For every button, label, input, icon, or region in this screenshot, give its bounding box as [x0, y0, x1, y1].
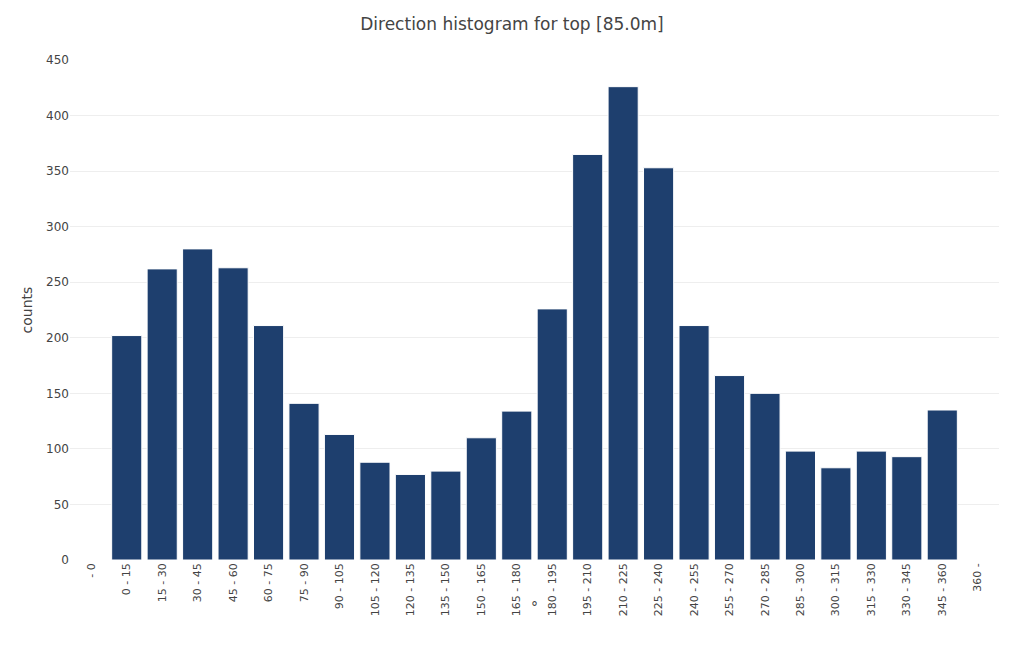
svg-text:50: 50 — [54, 498, 69, 512]
svg-text:345 - 360: 345 - 360 — [936, 563, 949, 616]
svg-text:Direction histogram for top [8: Direction histogram for top [85.0m] — [360, 14, 664, 34]
svg-text:90 - 105: 90 - 105 — [333, 563, 346, 609]
svg-text:- 0: - 0 — [85, 563, 98, 577]
svg-text:75 - 90: 75 - 90 — [298, 563, 311, 602]
svg-text:250: 250 — [46, 275, 69, 289]
svg-text:120 - 135: 120 - 135 — [404, 563, 417, 616]
svg-text:285 - 300: 285 - 300 — [794, 563, 807, 616]
svg-text:150: 150 — [46, 387, 69, 401]
svg-text:210 - 225: 210 - 225 — [617, 563, 630, 616]
svg-text:165 - 180: 165 - 180 — [510, 563, 523, 616]
svg-text:225 - 240: 225 - 240 — [652, 563, 665, 616]
svg-text:60 - 75: 60 - 75 — [262, 563, 275, 602]
svg-text:255 - 270: 255 - 270 — [723, 563, 736, 616]
svg-text:0: 0 — [61, 553, 69, 567]
svg-text:counts: counts — [19, 287, 35, 334]
svg-text:300: 300 — [46, 220, 69, 234]
svg-text:180 - 195: 180 - 195 — [546, 563, 559, 616]
svg-text:350: 350 — [46, 164, 69, 178]
svg-text:450: 450 — [46, 53, 69, 67]
svg-text:195 - 210: 195 - 210 — [581, 563, 594, 616]
svg-text:135 - 150: 135 - 150 — [439, 563, 452, 616]
svg-text:°: ° — [531, 599, 538, 615]
svg-text:100: 100 — [46, 442, 69, 456]
svg-text:330 - 345: 330 - 345 — [900, 563, 913, 616]
svg-text:105 - 120: 105 - 120 — [369, 563, 382, 616]
svg-text:200: 200 — [46, 331, 69, 345]
svg-text:300 - 315: 300 - 315 — [829, 563, 842, 616]
svg-text:15 - 30: 15 - 30 — [156, 563, 169, 602]
svg-text:150 - 165: 150 - 165 — [475, 563, 488, 616]
svg-text:30 - 45: 30 - 45 — [191, 563, 204, 602]
svg-text:360 -: 360 - — [971, 563, 984, 591]
svg-text:0 - 15: 0 - 15 — [120, 563, 133, 595]
svg-text:240 - 255: 240 - 255 — [688, 563, 701, 616]
svg-text:270 - 285: 270 - 285 — [759, 563, 772, 616]
svg-text:315 - 330: 315 - 330 — [865, 563, 878, 616]
svg-text:45 - 60: 45 - 60 — [227, 563, 240, 602]
svg-text:400: 400 — [46, 109, 69, 123]
